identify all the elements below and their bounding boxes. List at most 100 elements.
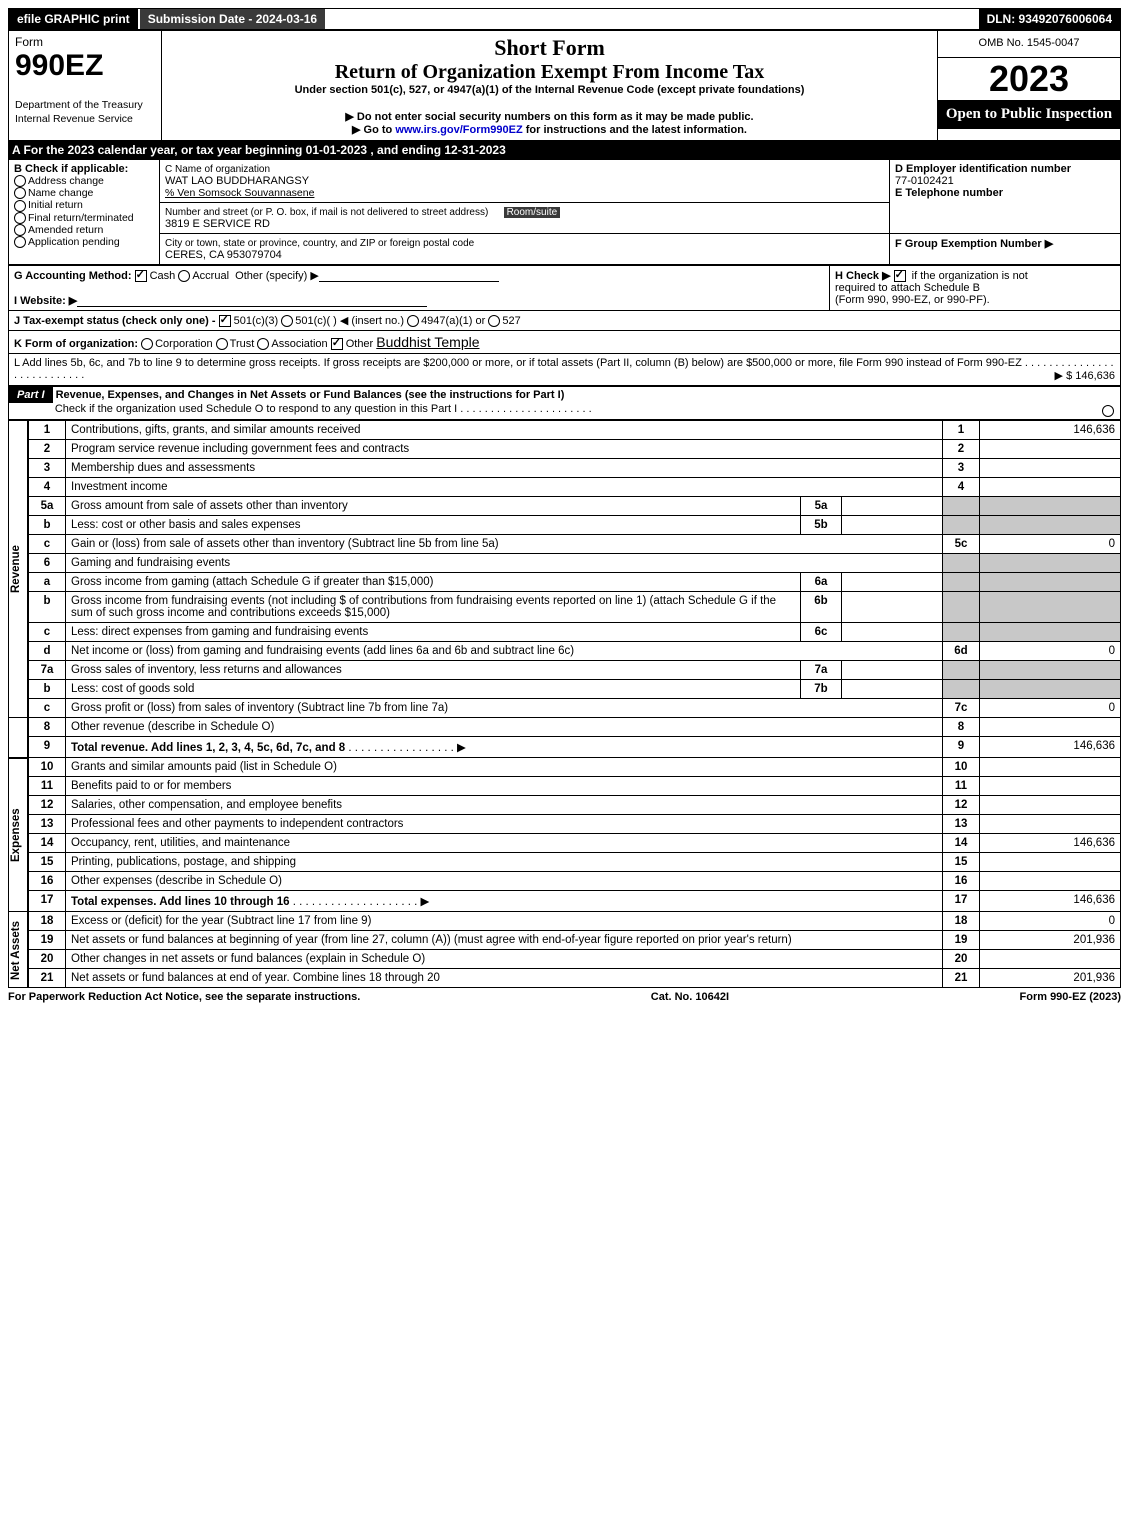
v18: 0 xyxy=(980,912,1121,931)
org-name: WAT LAO BUDDHARANGSY xyxy=(165,175,309,187)
side-netassets: Net Assets xyxy=(9,912,29,988)
city-label: City or town, state or province, country… xyxy=(165,238,474,249)
other-org-value: Buddhist Temple xyxy=(376,334,479,350)
box-e-label: E Telephone number xyxy=(895,187,1003,199)
chk-address[interactable] xyxy=(14,175,26,187)
ein: 77-0102421 xyxy=(895,175,954,187)
chk-4947[interactable] xyxy=(407,315,419,327)
l11-text: Benefits paid to or for members xyxy=(66,777,943,796)
footer-mid: Cat. No. 10642I xyxy=(651,991,729,1003)
chk-assoc[interactable] xyxy=(257,338,269,350)
care-of: % Ven Somsock Souvannasene xyxy=(165,187,314,199)
v14: 146,636 xyxy=(980,834,1121,853)
l21-text: Net assets or fund balances at end of ye… xyxy=(66,969,943,988)
l18-text: Excess or (deficit) for the year (Subtra… xyxy=(66,912,943,931)
l3-text: Membership dues and assessments xyxy=(66,459,943,478)
l20-text: Other changes in net assets or fund bala… xyxy=(66,950,943,969)
dln-label: DLN: 93492076006064 xyxy=(979,9,1120,29)
chk-final[interactable] xyxy=(14,212,26,224)
v19: 201,936 xyxy=(980,931,1121,950)
other-specify-input[interactable] xyxy=(319,269,499,282)
line-k-label: K Form of organization: xyxy=(14,338,138,350)
v21: 201,936 xyxy=(980,969,1121,988)
line-l-amount: ▶ $ 146,636 xyxy=(1055,369,1115,382)
submission-date: Submission Date - 2024-03-16 xyxy=(138,9,325,29)
l5c-text: Gain or (loss) from sale of assets other… xyxy=(66,535,943,554)
form-header: Form 990EZ Department of the Treasury In… xyxy=(8,30,1121,141)
box-f-label: F Group Exemption Number ▶ xyxy=(895,238,1053,250)
chk-amended[interactable] xyxy=(14,224,26,236)
l6a-text: Gross income from gaming (attach Schedul… xyxy=(66,573,801,592)
main-lines-table: Revenue 1 Contributions, gifts, grants, … xyxy=(8,420,1121,988)
form-number: 990EZ xyxy=(15,49,103,82)
v9: 146,636 xyxy=(980,737,1121,758)
l9-text: Total revenue. Add lines 1, 2, 3, 4, 5c,… xyxy=(71,742,345,754)
l6-text: Gaming and fundraising events xyxy=(66,554,943,573)
l16-text: Other expenses (describe in Schedule O) xyxy=(66,872,943,891)
irs-link[interactable]: www.irs.gov/Form990EZ xyxy=(395,124,522,136)
l7b-text: Less: cost of goods sold xyxy=(66,680,801,699)
city: CERES, CA 953079704 xyxy=(165,249,282,261)
chk-accrual[interactable] xyxy=(178,270,190,282)
chk-trust[interactable] xyxy=(216,338,228,350)
l19-text: Net assets or fund balances at beginning… xyxy=(66,931,943,950)
dept-1: Department of the Treasury xyxy=(15,99,143,111)
chk-501c[interactable] xyxy=(281,315,293,327)
part1-check: Check if the organization used Schedule … xyxy=(55,403,457,415)
l2-text: Program service revenue including govern… xyxy=(66,440,943,459)
l6c-text: Less: direct expenses from gaming and fu… xyxy=(66,623,801,642)
website-input[interactable] xyxy=(77,294,427,307)
section-a-period: A For the 2023 calendar year, or tax yea… xyxy=(8,141,1121,159)
l17-text: Total expenses. Add lines 10 through 16 xyxy=(71,896,290,908)
ghijkl-block: G Accounting Method: Cash Accrual Other … xyxy=(8,265,1121,386)
l6d-text: Net income or (loss) from gaming and fun… xyxy=(66,642,943,661)
chk-527[interactable] xyxy=(488,315,500,327)
v17: 146,636 xyxy=(980,891,1121,912)
dept-2: Internal Revenue Service xyxy=(15,113,133,125)
line-j-label: J Tax-exempt status (check only one) - xyxy=(14,315,216,327)
warn-ssn: ▶ Do not enter social security numbers o… xyxy=(168,110,931,123)
part1-label: Part I xyxy=(9,387,53,403)
l4-text: Investment income xyxy=(66,478,943,497)
street-label: Number and street (or P. O. box, if mail… xyxy=(165,207,488,218)
l13-text: Professional fees and other payments to … xyxy=(66,815,943,834)
box-b-label: B Check if applicable: xyxy=(14,163,128,175)
side-revenue: Revenue xyxy=(9,421,29,718)
line-i-label: I Website: ▶ xyxy=(14,295,77,307)
l1-text: Contributions, gifts, grants, and simila… xyxy=(66,421,943,440)
omb-no: OMB No. 1545-0047 xyxy=(979,37,1080,49)
chk-pending[interactable] xyxy=(14,236,26,248)
l5a-text: Gross amount from sale of assets other t… xyxy=(66,497,801,516)
chk-other-org[interactable] xyxy=(331,338,343,350)
tax-year: 2023 xyxy=(938,58,1120,100)
line-l-text: L Add lines 5b, 6c, and 7b to line 9 to … xyxy=(14,357,1022,369)
line-h-label: H Check ▶ xyxy=(835,270,891,282)
room-label: Room/suite xyxy=(504,207,561,218)
street: 3819 E SERVICE RD xyxy=(165,218,270,230)
chk-cash[interactable] xyxy=(135,270,147,282)
title-short-form: Short Form xyxy=(168,35,931,61)
chk-schedule-o[interactable] xyxy=(1102,405,1114,417)
l12-text: Salaries, other compensation, and employ… xyxy=(66,796,943,815)
l8-text: Other revenue (describe in Schedule O) xyxy=(66,718,943,737)
efile-label[interactable]: efile GRAPHIC print xyxy=(9,9,138,29)
l15-text: Printing, publications, postage, and shi… xyxy=(66,853,943,872)
chk-corp[interactable] xyxy=(141,338,153,350)
chk-name[interactable] xyxy=(14,187,26,199)
l10-text: Grants and similar amounts paid (list in… xyxy=(66,758,943,777)
box-c-label: C Name of organization xyxy=(165,164,270,175)
l7a-text: Gross sales of inventory, less returns a… xyxy=(66,661,801,680)
side-expenses: Expenses xyxy=(9,758,29,912)
part1-title: Revenue, Expenses, and Changes in Net As… xyxy=(56,389,565,401)
v7c: 0 xyxy=(980,699,1121,718)
l6b-text: Gross income from fundraising events (no… xyxy=(66,592,801,623)
chk-h[interactable] xyxy=(894,270,906,282)
box-d-label: D Employer identification number xyxy=(895,163,1071,175)
chk-initial[interactable] xyxy=(14,200,26,212)
open-to-public: Open to Public Inspection xyxy=(938,100,1120,129)
v5c: 0 xyxy=(980,535,1121,554)
l7c-text: Gross profit or (loss) from sales of inv… xyxy=(66,699,943,718)
footer-left: For Paperwork Reduction Act Notice, see … xyxy=(8,991,360,1003)
chk-501c3[interactable] xyxy=(219,315,231,327)
form-label: Form xyxy=(15,35,43,49)
